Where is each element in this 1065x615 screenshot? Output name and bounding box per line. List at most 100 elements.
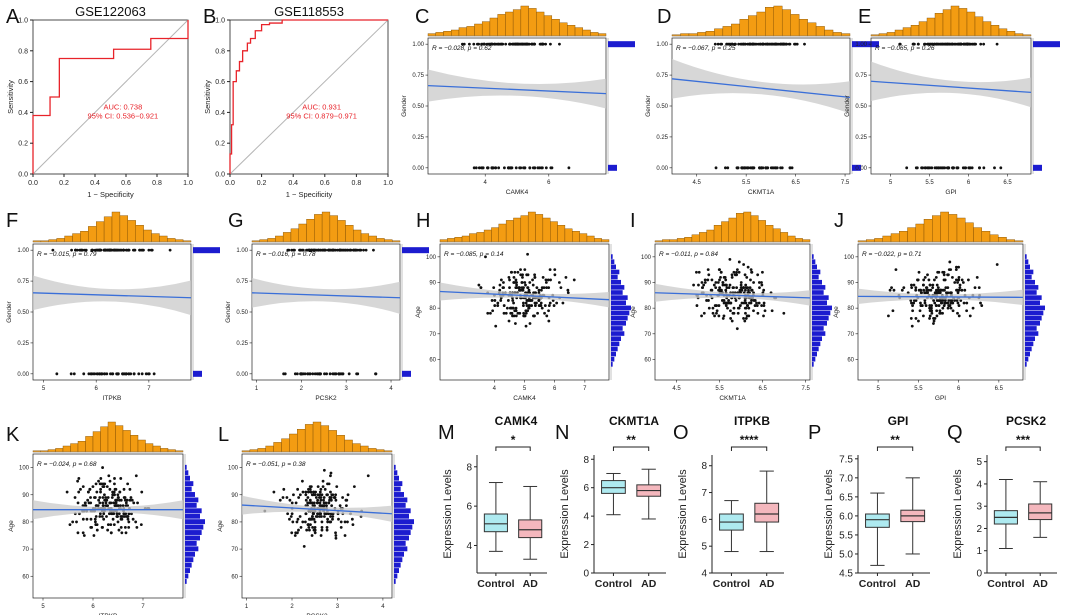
data-point xyxy=(512,275,516,279)
side-histogram-bar xyxy=(1025,305,1045,311)
data-point xyxy=(109,501,113,505)
data-point xyxy=(127,372,131,376)
y-axis-label: Sensitivity xyxy=(203,80,212,114)
side-histogram-bar xyxy=(185,578,187,584)
x-tick-label: 3 xyxy=(336,604,340,610)
panel-letter: C xyxy=(415,6,429,28)
data-point xyxy=(980,304,984,307)
y-tick-label: 5 xyxy=(976,457,982,468)
data-point xyxy=(111,517,115,521)
side-histogram-bar xyxy=(611,269,620,275)
data-point xyxy=(930,166,934,170)
data-point xyxy=(716,42,720,46)
data-point xyxy=(119,248,123,252)
data-point xyxy=(123,496,127,499)
data-point xyxy=(939,301,943,305)
y-axis-label: Expression Levels xyxy=(559,469,571,559)
side-histogram-bar xyxy=(611,326,623,331)
histogram-bar xyxy=(965,222,974,243)
data-point xyxy=(329,471,333,475)
data-point xyxy=(117,512,121,516)
histogram-bar xyxy=(934,12,944,37)
data-point xyxy=(96,372,100,376)
data-point xyxy=(523,281,527,284)
data-point xyxy=(119,517,123,521)
data-point xyxy=(916,42,920,46)
side-histogram-bar xyxy=(812,336,822,341)
side-histogram-bar xyxy=(812,254,814,259)
panel-e: 0.00 0.25 0.50 0.75 1.00 Gender 5 5.5 6 6.5 GPI R =… xyxy=(844,5,1060,196)
histogram-bar xyxy=(360,233,370,243)
x-tick-label: 6 xyxy=(91,604,95,610)
data-point xyxy=(975,275,979,279)
data-point xyxy=(697,270,701,274)
panel-letter: E xyxy=(858,6,871,28)
histogram-bar xyxy=(122,430,131,453)
data-point xyxy=(502,311,506,315)
histogram-bar xyxy=(505,11,514,37)
y-tick-label: 4 xyxy=(701,569,707,580)
data-point xyxy=(116,520,120,524)
data-point xyxy=(942,278,946,282)
data-point xyxy=(518,311,522,315)
side-histogram-bar xyxy=(611,356,615,362)
side-histogram-bar xyxy=(611,295,628,300)
data-point xyxy=(738,304,742,307)
data-point xyxy=(329,515,332,518)
data-point xyxy=(308,528,311,532)
data-point xyxy=(954,265,958,269)
data-point xyxy=(104,248,107,252)
data-point xyxy=(323,248,327,252)
histogram-bar xyxy=(802,239,811,243)
data-point xyxy=(747,42,751,46)
data-point xyxy=(728,283,732,287)
data-point xyxy=(319,534,323,537)
histogram-bar xyxy=(910,25,920,37)
data-point xyxy=(920,166,923,170)
x-axis-label: GPI xyxy=(935,395,946,402)
histogram-bar xyxy=(950,5,960,37)
data-point xyxy=(788,166,792,170)
histogram-bar xyxy=(542,217,551,243)
histogram-bar xyxy=(56,238,65,243)
data-point xyxy=(87,372,91,376)
histogram-bar xyxy=(435,32,444,37)
data-point xyxy=(104,498,108,502)
y-tick-label: 100 xyxy=(426,255,437,261)
side-histogram-bar xyxy=(611,264,616,270)
histogram-bar xyxy=(289,433,298,453)
histogram-bar xyxy=(886,32,896,37)
histogram-bar xyxy=(427,33,436,37)
data-point xyxy=(102,372,106,376)
data-point xyxy=(729,42,733,46)
side-histogram-bar xyxy=(611,341,620,347)
y-axis-label: Age xyxy=(415,306,422,318)
data-point xyxy=(922,278,926,282)
y-tick-label: 0.75 xyxy=(855,73,867,79)
data-point xyxy=(936,288,940,292)
data-point xyxy=(329,498,333,502)
data-point xyxy=(995,42,999,46)
data-point xyxy=(934,304,938,307)
data-point xyxy=(719,270,723,274)
data-point xyxy=(934,288,938,292)
data-point xyxy=(958,286,962,290)
data-point xyxy=(932,299,936,302)
data-point xyxy=(496,301,500,305)
data-point xyxy=(567,166,571,170)
data-point xyxy=(522,301,525,305)
data-point xyxy=(288,517,291,521)
data-point xyxy=(127,248,131,252)
data-point xyxy=(115,515,119,518)
y-tick-label: 80 xyxy=(231,520,238,526)
data-point xyxy=(757,301,761,305)
side-histogram-bar xyxy=(1025,362,1027,367)
data-point xyxy=(329,496,333,499)
data-point xyxy=(695,270,698,274)
side-histogram-bar xyxy=(611,310,630,316)
regression-line xyxy=(427,84,607,95)
data-point xyxy=(925,288,929,292)
data-point xyxy=(98,515,102,518)
data-point xyxy=(325,525,329,529)
